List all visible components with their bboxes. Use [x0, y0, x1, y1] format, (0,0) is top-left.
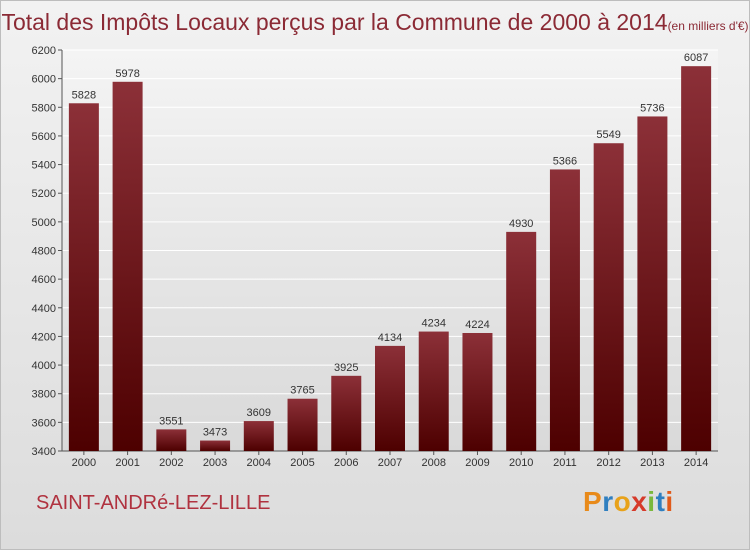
logo-letter: i — [665, 486, 674, 517]
logo-letter: x — [631, 486, 648, 517]
x-tick-label: 2000 — [72, 457, 96, 469]
data-label: 4224 — [465, 319, 489, 331]
x-tick-label: 2004 — [247, 457, 271, 469]
bar-2013 — [637, 116, 668, 452]
x-tick-label: 2003 — [203, 457, 227, 469]
bar-2000 — [68, 103, 99, 452]
x-tick-label: 2006 — [334, 457, 358, 469]
bar-chart: 3400 3600 3800 4000 4200 4400 4600 4800 5000 5200… — [32, 45, 718, 469]
bar-2008 — [418, 331, 449, 451]
y-tick-label: 3800 — [32, 389, 56, 401]
bar-2001 — [112, 81, 143, 451]
bar-2009 — [462, 332, 493, 451]
x-tick-label: 2012 — [596, 457, 620, 469]
chart-unit: (en milliers d'€) — [667, 19, 749, 33]
x-tick-label: 2007 — [378, 457, 402, 469]
bar-2002 — [156, 429, 187, 451]
y-tick-label: 3400 — [32, 446, 56, 458]
bar-2005 — [287, 398, 318, 451]
y-tick-label: 5200 — [32, 188, 56, 200]
data-label: 3609 — [247, 407, 271, 419]
x-tick-label: 2001 — [115, 457, 139, 469]
bar-2006 — [331, 375, 362, 451]
data-label: 5828 — [72, 89, 96, 101]
commune-name: SAINT-ANDRé-LEZ-LILLE — [36, 492, 271, 514]
data-label: 3765 — [290, 385, 314, 397]
x-tick-label: 2002 — [159, 457, 183, 469]
logo-letter: P — [583, 486, 603, 517]
logo-letter: t — [655, 486, 666, 517]
bar-2012 — [593, 143, 624, 452]
y-tick-label: 6000 — [32, 74, 56, 86]
y-tick-label: 4800 — [32, 246, 56, 258]
data-label: 4234 — [421, 318, 445, 330]
data-label: 5978 — [115, 68, 139, 80]
x-tick-label: 2013 — [640, 457, 664, 469]
chart-title: Total des Impôts Locaux perçus par la Co… — [0, 0, 750, 44]
data-label: 5736 — [640, 102, 664, 114]
y-tick-label: 5600 — [32, 131, 56, 143]
bar-2003 — [200, 440, 231, 451]
x-tick-label: 2014 — [684, 457, 708, 469]
bar-2010 — [506, 231, 537, 451]
data-label: 5549 — [596, 129, 620, 141]
chart-title-text: Total des Impôts Locaux perçus par la Co… — [1, 9, 668, 35]
x-tick-label: 2008 — [421, 457, 445, 469]
x-tick-label: 2010 — [509, 457, 533, 469]
y-tick-label: 4400 — [32, 303, 56, 315]
x-tick-label: 2005 — [290, 457, 314, 469]
data-label: 3551 — [159, 415, 183, 427]
logo-letter: i — [647, 486, 656, 517]
x-tick-label: 2009 — [465, 457, 489, 469]
data-label: 3925 — [334, 362, 358, 374]
data-label: 6087 — [684, 52, 708, 64]
data-label: 4930 — [509, 218, 533, 230]
y-tick-label: 4000 — [32, 360, 56, 372]
bar-2004 — [243, 421, 274, 451]
bar-2014 — [681, 66, 712, 451]
data-label: 3473 — [203, 427, 227, 439]
y-tick-label: 5000 — [32, 217, 56, 229]
data-label: 4134 — [378, 332, 402, 344]
bar-2011 — [549, 169, 580, 451]
bar-2007 — [375, 345, 405, 451]
proxiti-logo: Proxiti — [583, 486, 674, 518]
y-tick-label: 6200 — [32, 45, 56, 57]
x-tick-label: 2011 — [553, 457, 577, 469]
y-tick-label: 5800 — [32, 102, 56, 114]
data-label: 5366 — [553, 155, 577, 167]
y-tick-label: 3600 — [32, 417, 56, 429]
y-tick-label: 4200 — [32, 331, 56, 343]
logo-letter: r — [602, 486, 614, 517]
logo-letter: o — [613, 486, 632, 517]
y-tick-label: 5400 — [32, 160, 56, 172]
y-tick-label: 4600 — [32, 274, 56, 286]
